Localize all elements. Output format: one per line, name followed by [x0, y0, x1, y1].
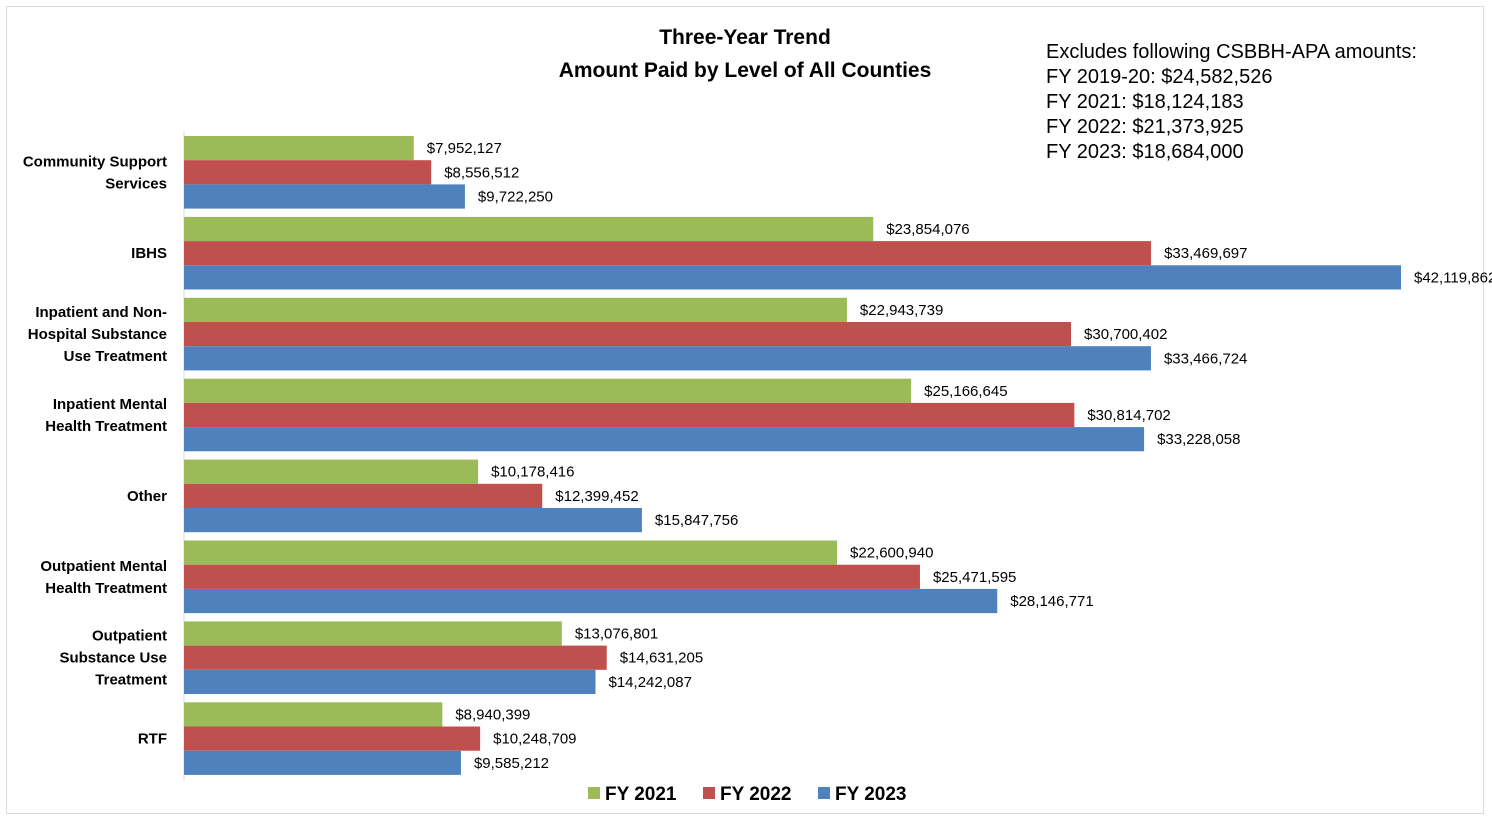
- data-label: $33,228,058: [1157, 431, 1240, 448]
- data-label: $9,585,212: [474, 755, 549, 772]
- bar-fy-2023: [184, 508, 642, 533]
- data-label: $14,631,205: [620, 650, 703, 667]
- bar-fy-2021: [184, 540, 838, 565]
- data-label: $8,940,399: [455, 706, 530, 723]
- chart-subtitle: Amount Paid by Level of All Counties: [559, 59, 932, 82]
- category-label: Community Support Services: [23, 153, 167, 192]
- bar-fy-2021: [184, 378, 912, 403]
- bar-fy-2022: [184, 564, 920, 589]
- data-label: $13,076,801: [575, 626, 658, 643]
- bar-fy-2022: [184, 483, 543, 508]
- bar-fy-2023: [184, 669, 596, 694]
- data-label: $7,952,127: [427, 140, 502, 157]
- category-label: Other: [127, 488, 167, 505]
- data-label: $15,847,756: [655, 512, 738, 529]
- bar-fy-2022: [184, 322, 1072, 347]
- data-label: $8,556,512: [444, 164, 519, 181]
- bar-fy-2021: [184, 702, 443, 727]
- category-labels: Community Support Services IBHS Inpatient a…: [23, 153, 167, 747]
- data-label: $9,722,250: [478, 189, 553, 206]
- data-label: $22,600,940: [850, 545, 933, 562]
- bar-fy-2023: [184, 427, 1145, 452]
- data-label: $33,466,724: [1164, 350, 1247, 367]
- chart-frame: [6, 6, 1484, 814]
- data-label: $30,814,702: [1087, 407, 1170, 424]
- data-label: $10,178,416: [491, 464, 574, 481]
- bar-fy-2023: [184, 184, 465, 209]
- bar-fy-2022: [184, 402, 1075, 428]
- category-label: Inpatient Mental Health Treatment: [45, 396, 167, 435]
- data-label: $14,242,087: [609, 674, 692, 691]
- legend-label: FY 2022: [720, 784, 791, 805]
- exclusion-note-line: FY 2023: $18,684,000: [1046, 141, 1244, 163]
- exclusion-note-line: Excludes following CSBBH-APA amounts:: [1046, 41, 1417, 63]
- bar-fy-2021: [184, 216, 874, 242]
- data-labels: $7,952,127 $8,556,512 $9,722,250 $23,854,07…: [427, 140, 1492, 772]
- data-label: $33,469,697: [1164, 245, 1247, 262]
- exclusion-note-line: FY 2022: $21,373,925: [1046, 116, 1244, 138]
- legend: FY 2021 FY 2022 FY 2023: [588, 784, 906, 805]
- bar-fy-2022: [184, 160, 432, 185]
- legend-swatch: [818, 787, 830, 799]
- category-label: Outpatient Substance Use Treatment: [59, 628, 167, 689]
- bar-fy-2023: [184, 346, 1151, 371]
- bar-fy-2021: [184, 621, 562, 646]
- bar-fy-2022: [184, 726, 481, 751]
- bar-fy-2021: [184, 297, 847, 322]
- data-label: $25,166,645: [924, 383, 1007, 400]
- exclusion-note: Excludes following CSBBH-APA amounts: FY…: [1046, 40, 1417, 165]
- category-label: IBHS: [131, 245, 167, 262]
- category-label: RTF: [138, 731, 167, 748]
- legend-label: FY 2023: [835, 784, 906, 805]
- legend-label: FY 2021: [605, 784, 677, 805]
- bars: [184, 136, 1401, 775]
- data-label: $28,146,771: [1010, 593, 1093, 610]
- bar-fy-2021: [184, 136, 414, 161]
- exclusion-note-line: FY 2021: $18,124,183: [1046, 91, 1244, 113]
- legend-swatch: [588, 787, 600, 799]
- chart-title: Three-Year Trend: [659, 26, 831, 49]
- category-label: Outpatient Mental Health Treatment: [40, 558, 167, 597]
- data-label: $10,248,709: [493, 731, 576, 748]
- category-label: Inpatient and Non-Hospital Substance Use …: [28, 304, 167, 365]
- exclusion-note-line: FY 2019-20: $24,582,526: [1046, 66, 1273, 88]
- legend-swatch: [703, 787, 715, 799]
- data-label: $42,119,862: [1414, 269, 1492, 286]
- data-label: $30,700,402: [1084, 326, 1167, 343]
- data-label: $22,943,739: [860, 302, 943, 319]
- bar-fy-2023: [184, 265, 1401, 290]
- bar-fy-2023: [184, 588, 998, 614]
- data-label: $12,399,452: [555, 488, 638, 505]
- data-label: $25,471,595: [933, 569, 1016, 586]
- bar-fy-2023: [184, 750, 461, 775]
- data-label: $23,854,076: [886, 221, 969, 238]
- bar-fy-2022: [184, 241, 1152, 266]
- bar-fy-2022: [184, 645, 607, 670]
- bar-fy-2021: [184, 459, 479, 484]
